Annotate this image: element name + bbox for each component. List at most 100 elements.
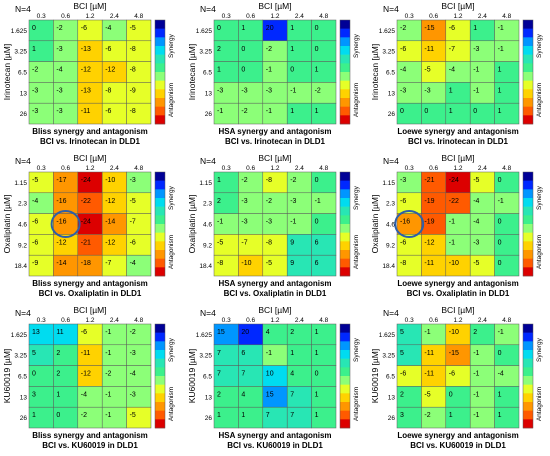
cell-value-label: 0 [217,25,221,32]
cell-value-label: 1 [498,108,502,115]
n-label: N=4 [383,156,399,166]
cell-value-label: 0 [498,239,502,246]
colorbar-label-antagonism: Antagonism [536,387,543,421]
cell-value-label: 0 [473,108,477,115]
colorbar-segment [155,393,165,403]
cell-value-label: -1 [449,239,455,246]
y-tick-label: 13 [388,90,396,97]
colorbar-segment [523,180,533,190]
y-tick-label: 3.25 [382,353,395,360]
colorbar-label-antagonism: Antagonism [168,235,175,269]
colorbar-segment [340,384,350,394]
colorbar-segment [155,172,165,181]
colorbar-segment [523,54,533,64]
colorbar-segment [523,350,533,359]
cell-value-label: -2 [241,108,247,115]
cell-value-label: -13 [81,87,91,94]
cell-value-label: -4 [473,219,479,226]
cell-value-label: -22 [449,198,459,205]
panel-subtitle: BCI vs. Oxaliplatin in DLD1 [407,289,510,298]
colorbar-segment [155,241,165,251]
cell-value-label: -2 [400,25,406,32]
cell-value-label: 20 [241,329,249,336]
heatmap-panel-3: N=4 BCI [µM] 0.3 0.6 1.2 2.4 4.8 -2 -15 -6 1 -1 -6 -1… [370,1,543,146]
cell-value-label: -7 [241,239,247,246]
cell-value-label: 1 [498,412,502,419]
cell-value-label: -12 [81,371,91,378]
panel-title: HSA synergy and antagonism [218,279,331,288]
panel-title: Loewe synergy and antagonism [397,127,518,136]
y-tick-label: 26 [205,415,213,422]
cell-value-label: -6 [130,239,136,246]
cell-value-label: 0 [315,177,319,184]
cell-value-label: -3 [473,239,479,246]
y-tick-label: 1.625 [379,332,396,339]
y-tick-label: 13 [20,394,28,401]
y-tick-label: 3.25 [199,49,212,56]
cell-value-label: -1 [424,329,430,336]
cell-value-label: 1 [315,329,319,336]
colorbar-segment [523,46,533,55]
colorbar-segment [340,180,350,190]
cell-value-label: -4 [81,391,87,398]
x-axis-title: BCI [µM] [73,153,106,163]
x-tick-label: 2.4 [110,317,119,324]
y-tick-label: 26 [388,111,396,118]
cell-value-label: -3 [241,87,247,94]
y-axis-title: Irinotecan [µM] [370,44,380,100]
cell-value-label: -1 [217,108,223,115]
y-tick-label: 18.4 [14,263,27,270]
cell-value-label: 0 [315,371,319,378]
cell-value-label: -3 [130,350,136,357]
y-tick-label: 6.5 [18,70,27,77]
cell-value-label: 1 [32,46,36,53]
cell-value-label: -3 [241,219,247,226]
cell-value-label: -4 [130,371,136,378]
cell-value-label: -16 [56,219,66,226]
colorbar-frame [522,323,534,429]
colorbar-segment [155,384,165,394]
cell-value-label: -8 [130,46,136,53]
cell-value-label: -9 [130,87,136,94]
cell-value-label: -1 [473,87,479,94]
panel-title: HSA synergy and antagonism [218,127,331,136]
y-tick-label: 6.5 [18,374,27,381]
cell-value-label: -8 [130,67,136,74]
colorbar-segment [155,206,165,216]
cell-value-label: 0 [400,108,404,115]
panel-title: Bliss synergy and antagonism [32,279,148,288]
x-tick-label: 4.8 [134,165,143,172]
cell-value-label: 1 [315,350,319,357]
colorbar-segment [340,367,350,377]
x-axis-title: BCI [µM] [441,1,474,11]
y-tick-label: 1.625 [379,28,396,35]
y-tick-label: 2.3 [203,201,212,208]
cell-value-label: 0 [424,108,428,115]
cell-value-label: 2 [56,371,60,378]
cell-value-label: -1 [473,67,479,74]
colorbar-segment [523,28,533,38]
colorbar-segment [523,115,533,125]
cell-value-label: -11 [424,46,434,53]
heatmap-cell [311,102,337,125]
colorbar-segment [523,376,533,385]
colorbar-frame [522,171,534,277]
cell-value-label: -5 [130,25,136,32]
colorbar-segment [155,232,165,242]
colorbar-segment [340,258,350,268]
cell-value-label: -5 [473,260,479,267]
x-axis-title: BCI [µM] [258,305,291,315]
cell-value-label: -3 [400,177,406,184]
cell-value-label: 1 [290,108,294,115]
cell-value-label: -1 [217,219,223,226]
panel-title: Loewe synergy and antagonism [397,279,518,288]
heatmap-panel-6: N=4 BCI [µM] 0.3 0.6 1.2 2.4 4.8 -3 -21 -24 -5 0 -6 -… [370,153,543,298]
x-tick-label: 1.2 [453,317,462,324]
x-tick-label: 0.3 [37,317,46,324]
x-tick-label: 2.4 [110,165,119,172]
cell-value-label: 0 [498,177,502,184]
n-label: N=4 [15,308,31,318]
cell-value-label: 2 [290,329,294,336]
cell-value-label: -19 [424,198,434,205]
cell-value-label: -3 [400,87,406,94]
